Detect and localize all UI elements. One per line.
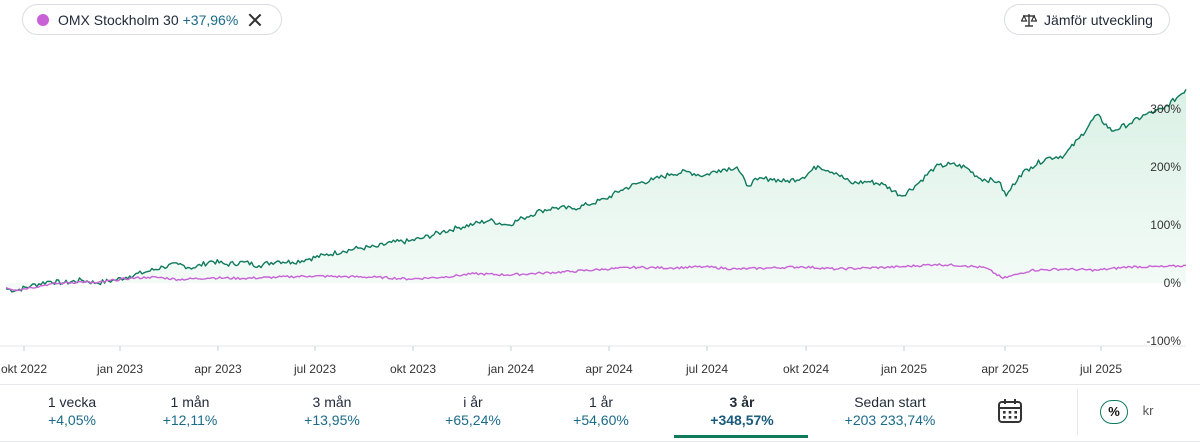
period-value: +203 233,74%	[844, 412, 936, 428]
x-tick-label: jul 2025	[1079, 362, 1122, 376]
calendar-icon[interactable]	[996, 397, 1024, 425]
y-tick-label: 0%	[1164, 276, 1182, 290]
period-value: +13,95%	[304, 412, 360, 428]
period-3[interactable]: i år +65,24%	[408, 385, 538, 437]
period-label: i år	[463, 394, 483, 410]
x-tick-label: jul 2023	[293, 362, 336, 376]
series-line-1	[5, 263, 1187, 292]
x-tick-label: apr 2025	[981, 362, 1029, 376]
period-label: 3 år	[729, 394, 755, 410]
percent-toggle[interactable]: %	[1100, 400, 1128, 424]
x-tick-label: jul 2024	[685, 362, 728, 376]
period-label: 1 mån	[170, 394, 210, 410]
x-tick-label: okt 2023	[390, 362, 436, 376]
period-value: +54,60%	[573, 412, 629, 428]
period-5[interactable]: 3 år +348,57%	[675, 385, 809, 437]
x-tick-label: okt 2022	[1, 362, 47, 376]
compare-chip[interactable]: OMX Stockholm 30 +37,96%	[22, 4, 282, 35]
period-value: +65,24%	[445, 412, 501, 428]
chart-header: OMX Stockholm 30 +37,96% Jämför utveckli…	[0, 0, 1200, 40]
series-area-0	[6, 89, 1186, 292]
period-label: 1 år	[588, 394, 614, 410]
period-value: +348,57%	[710, 412, 774, 428]
x-tick-label: jan 2025	[880, 362, 927, 376]
currency-toggle[interactable]: kr	[1142, 403, 1154, 418]
period-label: 1 vecka	[47, 394, 97, 410]
close-icon[interactable]	[248, 13, 262, 27]
period-4[interactable]: 1 år +54,60%	[536, 385, 666, 437]
x-tick-label: okt 2024	[783, 362, 829, 376]
x-tick-label: jan 2023	[96, 362, 143, 376]
period-label: 3 mån	[312, 394, 352, 410]
x-tick-label: apr 2023	[194, 362, 242, 376]
active-period-indicator	[674, 435, 808, 438]
x-tick-label: jan 2024	[487, 362, 534, 376]
y-tick-label: -100%	[1146, 334, 1181, 348]
compare-development-button[interactable]: Jämför utveckling	[1004, 4, 1170, 35]
compare-chip-change: +37,96%	[182, 11, 239, 28]
toggle-divider	[1077, 389, 1078, 435]
compare-series-dot	[37, 13, 49, 26]
period-selector: 1 vecka +4,05% 1 mån +12,11% 3 mån +13,95% i å…	[0, 384, 1200, 442]
x-tick-label: apr 2024	[585, 362, 633, 376]
period-0[interactable]: 1 vecka +4,05%	[6, 385, 138, 437]
performance-chart[interactable]: okt 2022 jan 2023 apr 2023 jul 2023 okt 2023…	[0, 40, 1200, 380]
y-tick-label: 300%	[1150, 102, 1181, 116]
series-line-0	[5, 88, 1187, 293]
compare-development-label: Jämför utveckling	[1044, 11, 1153, 28]
y-tick-label: 200%	[1150, 160, 1181, 174]
chart-svg: okt 2022 jan 2023 apr 2023 jul 2023 okt 2023…	[0, 88, 1187, 376]
unit-toggle: % kr	[1100, 399, 1170, 425]
scale-icon	[1021, 13, 1038, 27]
period-value: +12,11%	[162, 412, 218, 428]
period-6[interactable]: Sedan start +203 233,74%	[810, 385, 970, 437]
period-label: Sedan start	[854, 394, 926, 410]
y-tick-label: 100%	[1150, 218, 1181, 232]
compare-chip-name: OMX Stockholm 30	[58, 11, 179, 28]
period-2[interactable]: 3 mån +13,95%	[262, 385, 402, 437]
period-1[interactable]: 1 mån +12,11%	[124, 385, 256, 437]
period-value: +4,05%	[48, 412, 96, 428]
